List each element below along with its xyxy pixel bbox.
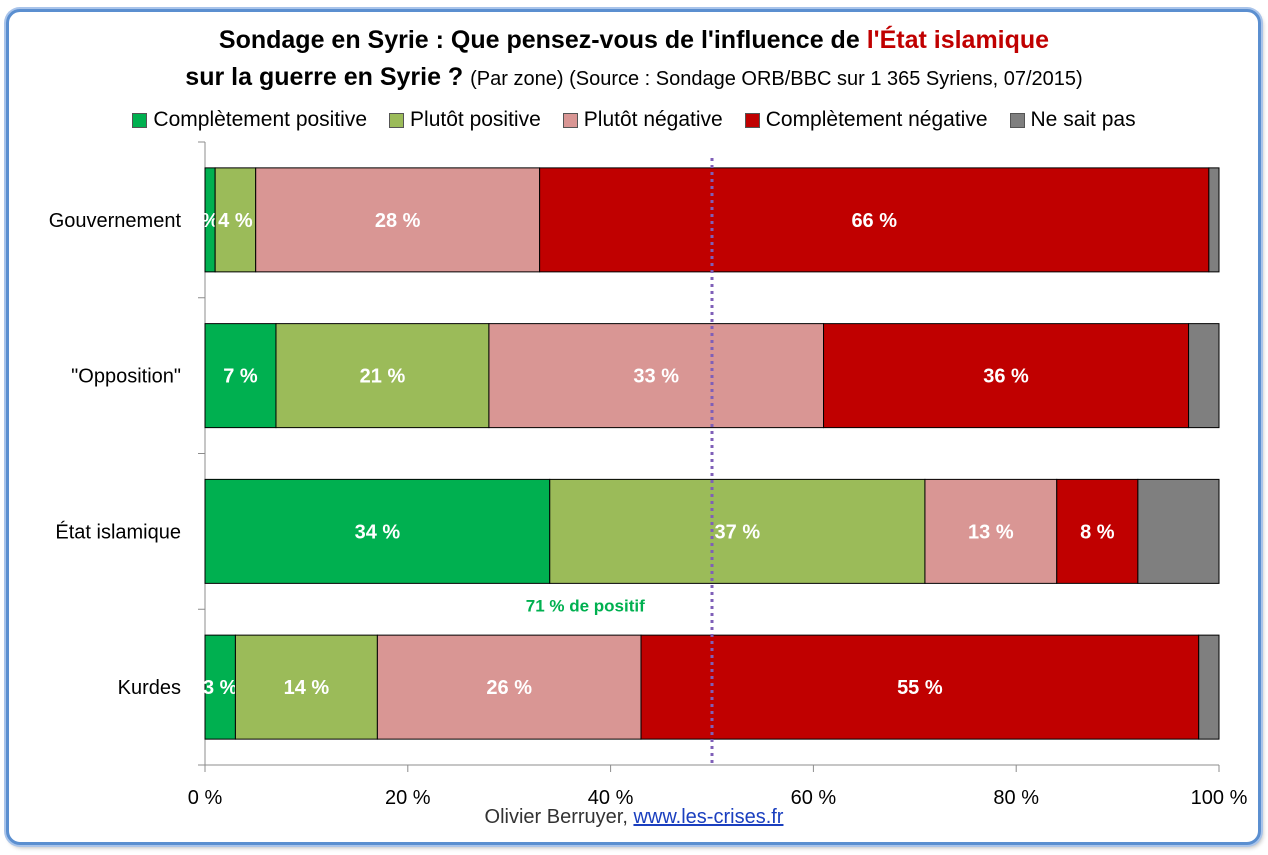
data-label: 37 % — [715, 521, 761, 543]
bar-segment — [823, 323, 1190, 429]
data-label: 26 % — [486, 677, 532, 699]
x-tick-label: 40 % — [588, 787, 634, 809]
x-tick-label: 0 % — [188, 787, 223, 809]
legend-label: Complètement positive — [153, 108, 368, 131]
legend-label: Ne sait pas — [1030, 108, 1136, 131]
bar-segment — [1188, 323, 1220, 429]
data-label: 33 % — [633, 366, 679, 388]
title-main: sur la guerre en Syrie ? — [185, 63, 471, 91]
legend-swatch — [562, 112, 578, 128]
title-prefix: Sondage en Syrie : Que pensez-vous de l'… — [218, 26, 867, 54]
chart-legend: Complètement positive Plutôt positive Plut… — [0, 108, 1268, 132]
category-label: État islamique — [55, 520, 181, 543]
bar-segment — [255, 167, 541, 273]
legend-label: Complètement négative — [765, 108, 988, 131]
legend-item: Ne sait pas — [1009, 108, 1136, 132]
data-label: 28 % — [375, 210, 421, 232]
bar-segment — [204, 634, 236, 740]
legend-swatch — [389, 112, 405, 128]
bar-segment — [1137, 478, 1220, 584]
footer-link[interactable]: www.les-crises.fr — [633, 806, 784, 828]
data-label: 7 % — [223, 366, 258, 388]
bar-segment — [488, 323, 825, 429]
bar-segment — [924, 478, 1058, 584]
x-tick-label: 80 % — [993, 787, 1039, 809]
legend-swatch — [744, 112, 760, 128]
bar-segment — [640, 634, 1200, 740]
bar-segment — [234, 634, 378, 740]
legend-item: Complètement négative — [744, 108, 988, 132]
legend-swatch — [132, 112, 148, 128]
data-label: 66 % — [851, 210, 897, 232]
chart-title-line1: Sondage en Syrie : Que pensez-vous de l'… — [0, 26, 1268, 55]
data-label: 34 % — [355, 521, 401, 543]
bar-segment — [275, 323, 490, 429]
category-label: Kurdes — [118, 677, 181, 699]
bar-segment — [204, 323, 277, 429]
legend-label: Plutôt négative — [583, 108, 723, 131]
data-label: 21 % — [360, 366, 406, 388]
x-tick-label: 20 % — [385, 787, 431, 809]
data-label: 55 % — [897, 677, 943, 699]
category-label: "Opposition" — [71, 366, 181, 388]
data-label: 3 % — [203, 677, 238, 699]
data-label: 8 % — [1080, 521, 1115, 543]
data-label: 13 % — [968, 521, 1014, 543]
data-label: 14 % — [284, 677, 330, 699]
chart-title-line2: sur la guerre en Syrie ? (Par zone) (Sou… — [0, 63, 1268, 92]
bar-segment — [376, 634, 642, 740]
bar-segment — [549, 478, 926, 584]
legend-item: Plutôt positive — [389, 108, 541, 132]
bar-segment — [1056, 478, 1139, 584]
chart-footer: Olivier Berruyer, www.les-crises.fr — [0, 806, 1268, 829]
x-tick-label: 60 % — [791, 787, 837, 809]
bar-segment — [1208, 167, 1220, 273]
legend-item: Complètement positive — [132, 108, 367, 132]
data-label: 36 % — [983, 366, 1029, 388]
category-label: Gouvernement — [49, 210, 182, 232]
title-highlight: l'État islamique — [866, 26, 1050, 54]
bar-segment — [1198, 634, 1220, 740]
footer-author: Olivier Berruyer, — [484, 806, 634, 828]
legend-swatch — [1009, 112, 1025, 128]
legend-label: Plutôt positive — [410, 108, 541, 131]
bar-segment — [539, 167, 1210, 273]
data-label: 4 % — [218, 210, 253, 232]
annotation-label: 71 % de positif — [526, 596, 645, 615]
title-subtitle: (Par zone) (Source : Sondage ORB/BBC sur… — [470, 68, 1083, 90]
bar-segment — [204, 478, 551, 584]
x-tick-label: 100 % — [1191, 787, 1248, 809]
legend-item: Plutôt négative — [562, 108, 723, 132]
